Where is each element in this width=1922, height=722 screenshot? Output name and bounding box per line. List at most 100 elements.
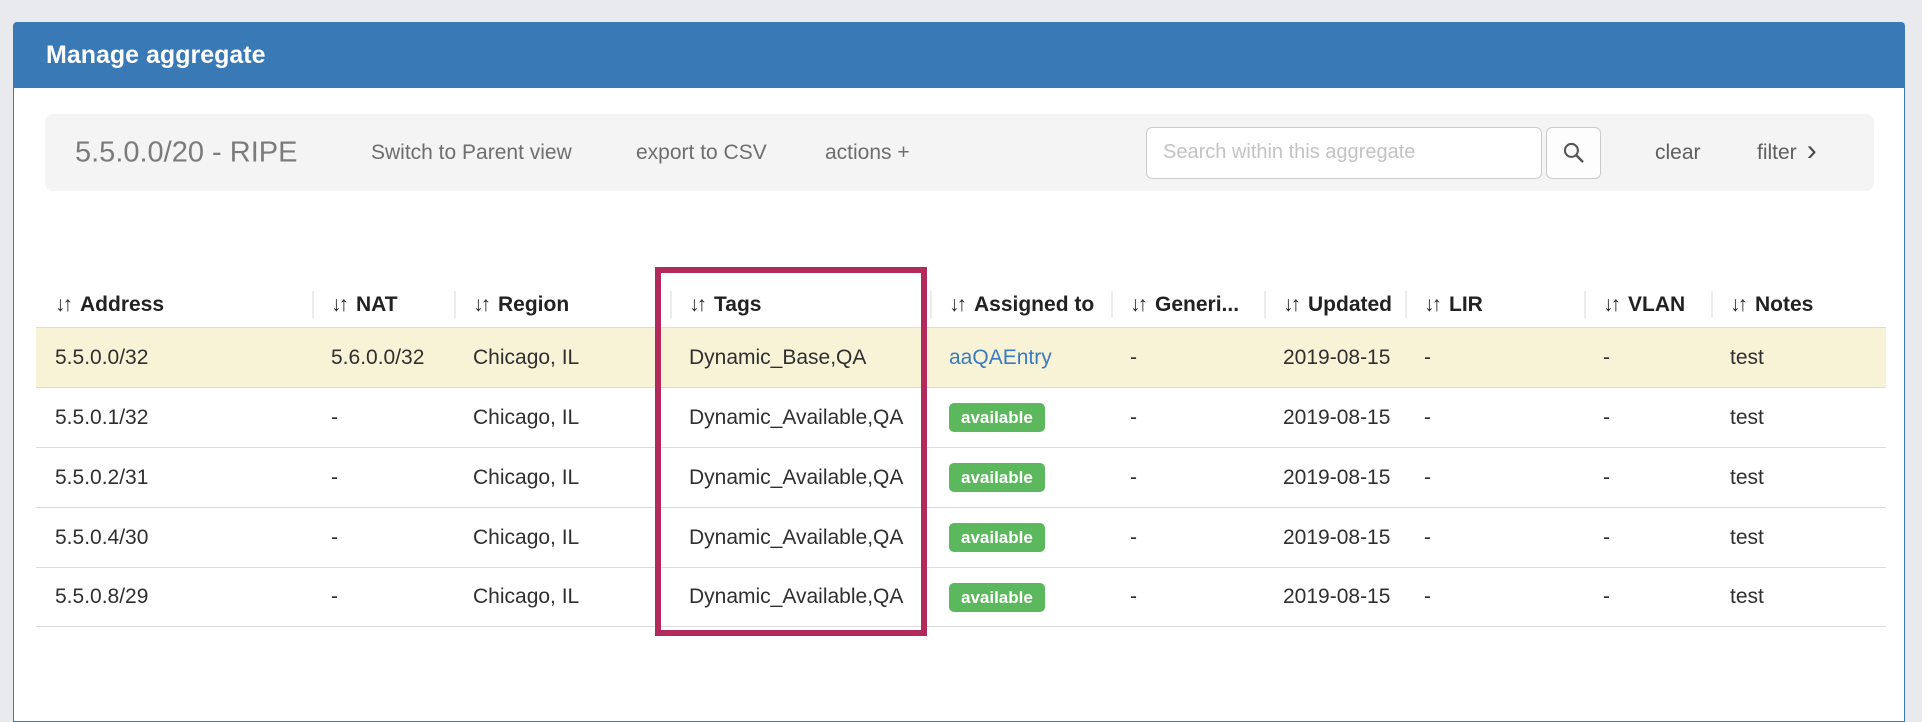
- column-header-updated[interactable]: ↓↑ Updated: [1264, 283, 1405, 327]
- column-label: Generi...: [1155, 293, 1240, 316]
- cell-lir: -: [1424, 345, 1431, 369]
- cell-updated: 2019-08-15: [1283, 345, 1391, 369]
- cell-tags: Dynamic_Available,QA: [689, 465, 904, 489]
- table-row[interactable]: 5.5.0.1/32 - Chicago, IL Dynamic_Availab…: [36, 387, 1886, 447]
- cell-region: Chicago, IL: [473, 405, 580, 429]
- actions-menu-button[interactable]: actions +: [825, 140, 910, 164]
- column-header-tags[interactable]: ↓↑ Tags: [670, 283, 930, 327]
- sort-icon: ↓↑: [1130, 293, 1148, 316]
- cell-address: 5.5.0.4/30: [55, 525, 149, 549]
- column-label: Notes: [1755, 293, 1814, 316]
- sort-icon: ↓↑: [331, 293, 349, 316]
- cell-nat: -: [331, 525, 338, 549]
- cell-notes: test: [1730, 585, 1764, 608]
- sort-icon: ↓↑: [949, 293, 967, 316]
- sort-icon: ↓↑: [1283, 293, 1301, 316]
- status-badge-available: available: [949, 582, 1045, 612]
- filter-label: filter: [1757, 140, 1797, 164]
- column-header-notes[interactable]: ↓↑ Notes: [1711, 283, 1886, 327]
- column-header-assigned-to[interactable]: ↓↑ Assigned to: [930, 283, 1111, 327]
- cell-vlan: -: [1603, 405, 1610, 429]
- cell-assigned-to: aaQAEntry: [930, 346, 1111, 370]
- column-label: Tags: [714, 293, 762, 316]
- cell-generic: -: [1130, 585, 1137, 608]
- cell-notes: test: [1730, 465, 1764, 489]
- table-row[interactable]: 5.5.0.0/32 5.6.0.0/32 Chicago, IL Dynami…: [36, 327, 1886, 387]
- search-button[interactable]: [1546, 126, 1601, 179]
- search-input[interactable]: [1146, 126, 1542, 179]
- cell-tags: Dynamic_Available,QA: [689, 525, 904, 549]
- assigned-entry-link[interactable]: aaQAEntry: [949, 345, 1052, 369]
- cell-tags: Dynamic_Available,QA: [689, 405, 904, 429]
- cell-notes: test: [1730, 525, 1764, 549]
- cell-updated: 2019-08-15: [1283, 585, 1391, 608]
- cell-address: 5.5.0.8/29: [55, 585, 149, 608]
- cell-vlan: -: [1603, 525, 1610, 549]
- cell-nat: -: [331, 405, 338, 429]
- column-header-nat[interactable]: ↓↑ NAT: [312, 283, 454, 327]
- cell-tags: Dynamic_Base,QA: [689, 345, 867, 369]
- column-header-vlan[interactable]: ↓↑ VLAN: [1584, 283, 1711, 327]
- table-row[interactable]: 5.5.0.8/29 - Chicago, IL Dynamic_Availab…: [36, 567, 1886, 627]
- switch-parent-view-button[interactable]: Switch to Parent view: [371, 140, 572, 164]
- cell-region: Chicago, IL: [473, 585, 580, 608]
- cell-address: 5.5.0.2/31: [55, 465, 149, 489]
- sort-icon: ↓↑: [1603, 293, 1621, 316]
- cell-notes: test: [1730, 405, 1764, 429]
- column-header-generic[interactable]: ↓↑ Generi...: [1111, 283, 1264, 327]
- cell-vlan: -: [1603, 345, 1610, 369]
- export-csv-button[interactable]: export to CSV: [636, 140, 767, 164]
- table-row[interactable]: 5.5.0.4/30 - Chicago, IL Dynamic_Availab…: [36, 507, 1886, 567]
- cell-vlan: -: [1603, 585, 1610, 608]
- sort-icon: ↓↑: [55, 293, 73, 316]
- cell-updated: 2019-08-15: [1283, 525, 1391, 549]
- sort-icon: ↓↑: [1424, 293, 1442, 316]
- cell-assigned-to: available: [930, 523, 1111, 552]
- search-icon: [1561, 140, 1586, 165]
- cell-assigned-to: available: [930, 463, 1111, 492]
- cell-nat: -: [331, 585, 338, 608]
- chevron-right-icon: ›: [1806, 133, 1817, 167]
- sort-icon: ↓↑: [473, 293, 491, 316]
- cell-address: 5.5.0.1/32: [55, 405, 149, 429]
- column-header-region[interactable]: ↓↑ Region: [454, 283, 670, 327]
- column-header-address[interactable]: ↓↑ Address: [36, 283, 312, 327]
- cell-lir: -: [1424, 525, 1431, 549]
- cell-updated: 2019-08-15: [1283, 465, 1391, 489]
- filter-button[interactable]: filter ›: [1757, 133, 1817, 167]
- cell-lir: -: [1424, 405, 1431, 429]
- clear-button[interactable]: clear: [1655, 140, 1701, 164]
- cell-updated: 2019-08-15: [1283, 405, 1391, 429]
- table-row[interactable]: 5.5.0.2/31 - Chicago, IL Dynamic_Availab…: [36, 447, 1886, 507]
- cell-nat: -: [331, 465, 338, 489]
- cell-region: Chicago, IL: [473, 525, 580, 549]
- cell-region: Chicago, IL: [473, 345, 580, 369]
- cell-generic: -: [1130, 405, 1137, 429]
- cell-notes: test: [1730, 345, 1764, 369]
- cell-nat: 5.6.0.0/32: [331, 345, 425, 369]
- cell-assigned-to: available: [930, 403, 1111, 432]
- column-label: NAT: [356, 293, 398, 316]
- cell-generic: -: [1130, 465, 1137, 489]
- status-badge-available: available: [949, 403, 1045, 432]
- column-label: Address: [80, 293, 165, 316]
- column-label: Updated: [1308, 293, 1392, 316]
- toolbar: 5.5.0.0/20 - RIPE Switch to Parent view …: [45, 114, 1874, 191]
- cell-lir: -: [1424, 465, 1431, 489]
- cell-region: Chicago, IL: [473, 465, 580, 489]
- cell-lir: -: [1424, 585, 1431, 608]
- column-label: LIR: [1449, 293, 1483, 316]
- cell-vlan: -: [1603, 465, 1610, 489]
- status-badge-available: available: [949, 463, 1045, 492]
- column-label: Region: [498, 293, 570, 316]
- cell-assigned-to: available: [930, 582, 1111, 612]
- cell-generic: -: [1130, 345, 1137, 369]
- column-label: Assigned to: [974, 293, 1095, 316]
- table-header-row: ↓↑ Address ↓↑ NAT ↓↑ Region ↓↑ Tags ↓↑ Assign…: [36, 283, 1886, 327]
- column-label: VLAN: [1628, 293, 1686, 316]
- panel-title: Manage aggregate: [13, 22, 1905, 88]
- column-header-lir[interactable]: ↓↑ LIR: [1405, 283, 1584, 327]
- sort-icon: ↓↑: [1730, 293, 1748, 316]
- cell-address: 5.5.0.0/32: [55, 345, 149, 369]
- cell-generic: -: [1130, 525, 1137, 549]
